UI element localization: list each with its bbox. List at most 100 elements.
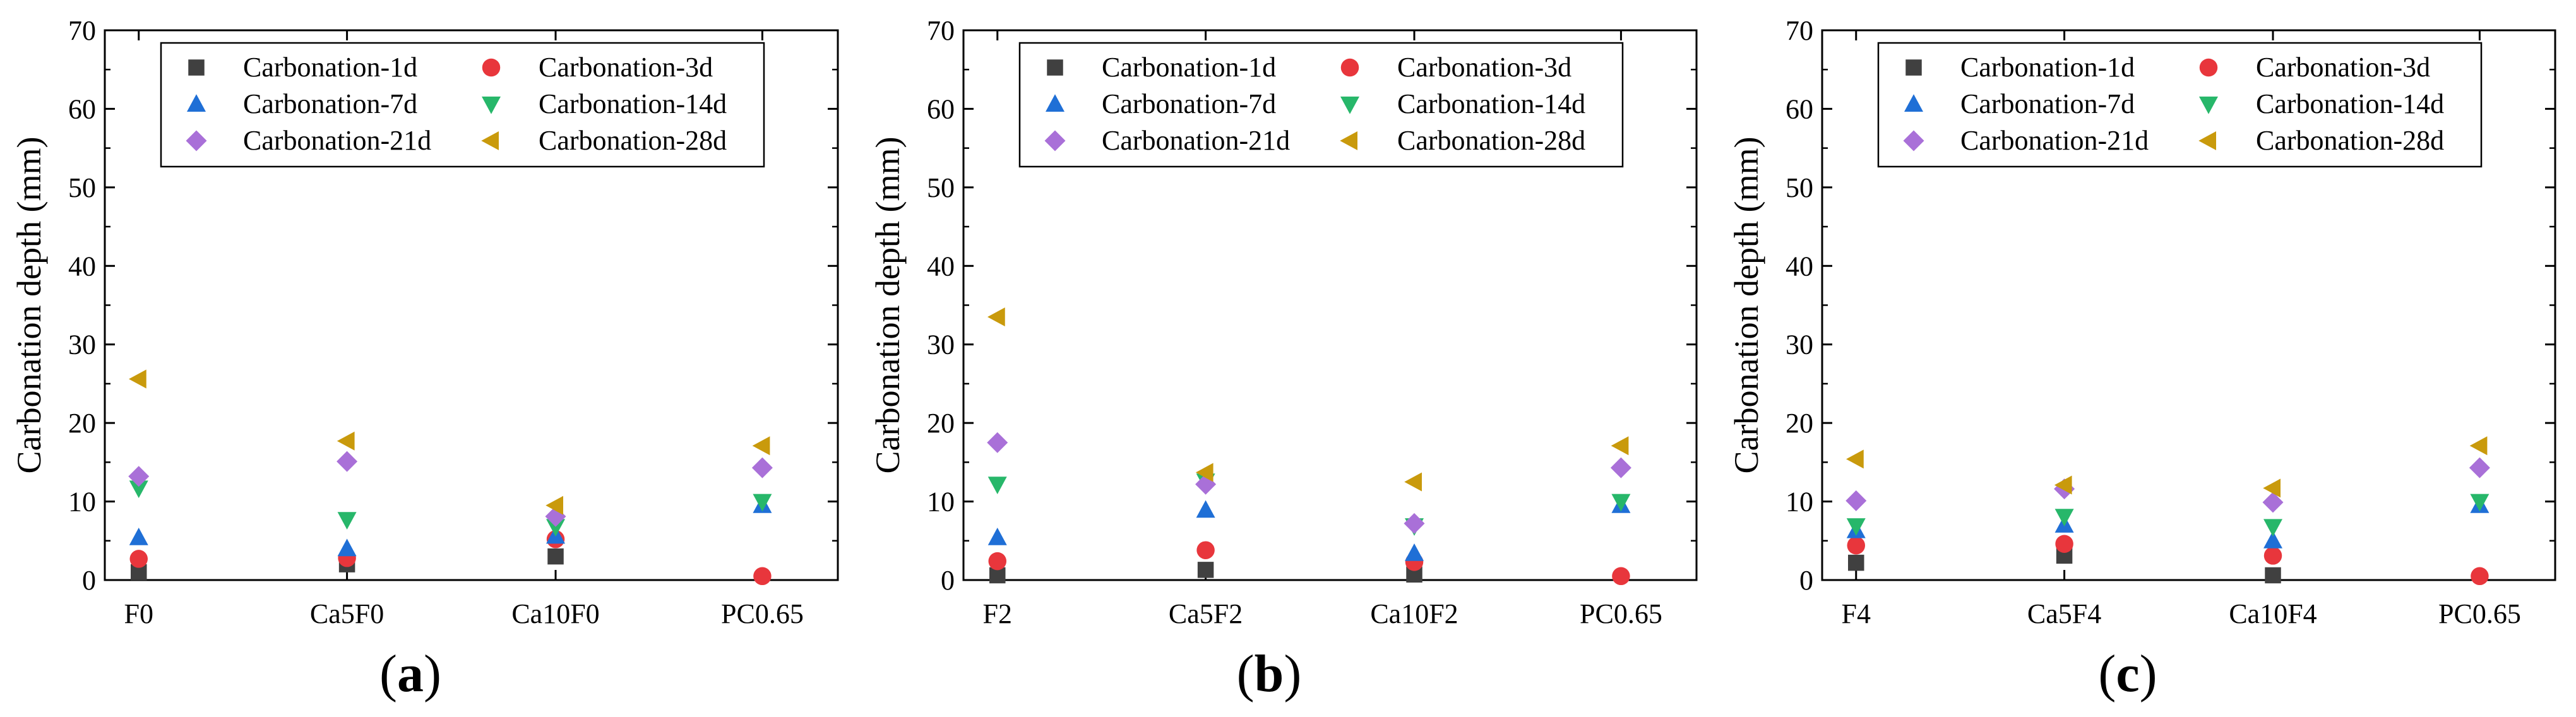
point-carbonation-14d-ca5f4	[2054, 509, 2074, 526]
legend-box	[160, 42, 765, 168]
point-carbonation-3d-pc0.65	[2471, 567, 2489, 586]
point-carbonation-1d-f2	[989, 567, 1006, 584]
point-carbonation-28d-pc0.65	[2469, 436, 2488, 456]
legend-marker-carbonation-28d	[2198, 131, 2216, 150]
point-carbonation-1d-ca10f0	[547, 548, 564, 565]
legend-marker-carbonation-7d	[187, 94, 206, 112]
y-tick-label: 50	[68, 172, 96, 203]
panel-label-a: (a)	[379, 644, 441, 703]
point-carbonation-21d-f2	[987, 432, 1008, 453]
legend-marker-carbonation-21d	[1044, 130, 1066, 151]
legend-marker-carbonation-1d	[1047, 59, 1063, 76]
y-tick-label: 60	[1786, 93, 1813, 124]
legend-label: Carbonation-28d	[539, 125, 727, 156]
legend-label: Carbonation-7d	[1960, 88, 2135, 119]
point-carbonation-21d-ca5f2	[1195, 473, 1217, 495]
point-carbonation-3d-ca5f4	[2055, 535, 2073, 554]
legend-marker-carbonation-14d	[482, 97, 501, 114]
point-carbonation-14d-ca10f0	[546, 519, 566, 537]
x-tick-label: Ca10F2	[1370, 598, 1458, 629]
legend-label: Carbonation-1d	[1102, 52, 1276, 83]
x-tick-label: Ca5F0	[310, 598, 384, 629]
y-tick-label: 20	[1786, 408, 1813, 439]
legend: Carbonation-1d Carbonation-3d Carbonation-…	[1018, 42, 1624, 168]
data-points	[1846, 436, 2490, 586]
y-tick-label: 30	[927, 329, 955, 360]
y-tick-label: 60	[68, 93, 96, 124]
y-tick-label: 20	[927, 408, 955, 439]
x-axis: F0 Ca5F0 Ca10F0 PC0.65	[124, 30, 804, 629]
point-carbonation-3d-pc0.65	[1612, 567, 1630, 586]
legend-marker-carbonation-3d	[2199, 58, 2218, 77]
point-carbonation-14d-f4	[1846, 518, 1866, 536]
y-tick-label: 50	[1786, 172, 1813, 203]
point-carbonation-14d-pc0.65	[753, 494, 772, 512]
point-carbonation-1d-ca10f4	[2265, 567, 2281, 584]
legend-box	[1018, 42, 1624, 168]
point-carbonation-7d-ca5f0	[337, 538, 357, 557]
y-tick-label: 50	[927, 172, 955, 203]
y-tick-label: 0	[1799, 565, 1813, 596]
legend-label: Carbonation-14d	[1397, 88, 1585, 119]
y-tick-label: 0	[82, 565, 96, 596]
x-axis: F2 Ca5F2 Ca10F2 PC0.65	[983, 30, 1662, 629]
y-tick-label: 40	[927, 251, 955, 281]
point-carbonation-1d-ca10f2	[1406, 566, 1422, 583]
point-carbonation-7d-ca10f4	[2263, 531, 2283, 548]
point-carbonation-28d-f0	[129, 369, 146, 389]
point-carbonation-1d-ca5f2	[1197, 562, 1214, 578]
point-carbonation-3d-f4	[1847, 536, 1866, 555]
legend-marker-carbonation-7d	[1046, 94, 1064, 112]
point-carbonation-28d-ca5f0	[337, 431, 355, 451]
x-tick-label: Ca10F0	[511, 598, 599, 629]
data-points	[987, 307, 1631, 586]
legend-label: Carbonation-7d	[1102, 88, 1276, 119]
y-axis: 0 10 20 30 40 50 60 70	[68, 15, 838, 596]
point-carbonation-28d-ca5f2	[1195, 463, 1213, 482]
legend-label: Carbonation-21d	[1960, 125, 2149, 156]
point-carbonation-28d-f2	[987, 307, 1005, 327]
point-carbonation-21d-f0	[128, 466, 150, 487]
point-carbonation-28d-ca10f4	[2263, 478, 2281, 498]
y-tick-label: 0	[941, 565, 955, 596]
scatter-chart-a: 0 10 20 30 40 50 60 70 Carbonation depth (mm) F0 C…	[10, 15, 839, 629]
x-tick-label: F2	[983, 598, 1012, 629]
legend-marker-carbonation-28d	[1340, 131, 1357, 150]
point-carbonation-28d-ca10f2	[1404, 472, 1422, 492]
point-carbonation-14d-f0	[129, 480, 148, 499]
y-tick-label: 30	[68, 329, 96, 360]
point-carbonation-21d-pc0.65	[1610, 457, 1631, 478]
point-carbonation-3d-pc0.65	[753, 567, 772, 586]
point-carbonation-28d-pc0.65	[752, 436, 770, 456]
x-tick-label: PC0.65	[2438, 598, 2521, 629]
x-tick-label: F0	[124, 598, 153, 629]
point-carbonation-21d-pc0.65	[2469, 457, 2490, 478]
legend-label: Carbonation-3d	[2256, 52, 2430, 83]
y-tick-label: 70	[68, 15, 96, 46]
legend-marker-carbonation-1d	[1905, 59, 1922, 76]
point-carbonation-1d-f4	[1848, 554, 1864, 571]
point-carbonation-14d-f2	[987, 477, 1007, 494]
point-carbonation-3d-f2	[988, 552, 1007, 571]
point-carbonation-21d-f4	[1846, 490, 1867, 511]
y-axis-title: Carbonation depth (mm)	[869, 137, 907, 474]
point-carbonation-3d-f0	[129, 550, 148, 568]
point-carbonation-1d-f0	[131, 564, 147, 581]
x-tick-label: F4	[1842, 598, 1871, 629]
legend-marker-carbonation-14d	[1340, 97, 1359, 114]
point-carbonation-21d-ca5f0	[337, 451, 358, 472]
legend: Carbonation-1d Carbonation-3d Carbonation-…	[1877, 42, 2483, 168]
x-tick-label: PC0.65	[721, 598, 804, 629]
x-axis: F4 Ca5F4 Ca10F4 PC0.65	[1842, 30, 2521, 629]
data-points	[128, 369, 773, 586]
y-axis-title: Carbonation depth (mm)	[1727, 137, 1765, 474]
legend-marker-carbonation-1d	[188, 59, 205, 76]
legend-marker-carbonation-7d	[1904, 94, 1923, 112]
x-tick-label: Ca10F4	[2229, 598, 2317, 629]
point-carbonation-7d-f2	[987, 528, 1007, 545]
x-tick-label: Ca5F2	[1169, 598, 1243, 629]
point-carbonation-14d-pc0.65	[1611, 494, 1631, 512]
legend-label: Carbonation-28d	[2256, 125, 2444, 156]
point-carbonation-3d-ca10f4	[2263, 547, 2282, 565]
legend-label: Carbonation-14d	[2256, 88, 2444, 119]
